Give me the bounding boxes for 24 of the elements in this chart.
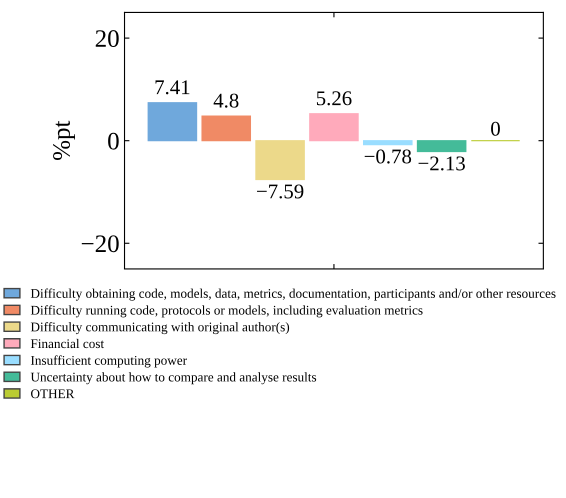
legend-label: Uncertainty about how to compare and analyse results bbox=[30, 372, 316, 384]
bar bbox=[416, 140, 466, 152]
data-label: 7.41 bbox=[156, 80, 190, 94]
bar bbox=[309, 113, 359, 142]
legend-label: Financial cost bbox=[30, 338, 104, 348]
bar bbox=[201, 116, 252, 142]
bar bbox=[148, 102, 198, 142]
bar bbox=[363, 140, 413, 146]
legend-label: Difficulty obtaining code, models, data, metrics, documentation, participants and/or other resources bbox=[30, 288, 556, 301]
y-axis-title: %pt bbox=[53, 120, 76, 160]
data-label: 4.8 bbox=[214, 94, 238, 108]
data-label: −2.13 bbox=[418, 156, 465, 171]
y-tick-label: 0 bbox=[108, 132, 119, 150]
legend-label: OTHER bbox=[31, 389, 74, 398]
y-tick-label: 20 bbox=[96, 30, 119, 48]
bar bbox=[255, 140, 305, 180]
y-tick-label: −20 bbox=[82, 235, 119, 252]
data-label: 0 bbox=[491, 122, 500, 136]
data-label: 5.26 bbox=[316, 91, 352, 106]
data-label: −0.78 bbox=[364, 149, 412, 164]
legend-label: Difficulty running code, protocols or models, including evaluation metrics bbox=[30, 305, 423, 318]
legend-label: Insufficient computing power bbox=[30, 355, 187, 368]
legend-label: Difficulty communicating with original author(s) bbox=[30, 322, 290, 334]
data-label: −7.59 bbox=[257, 184, 304, 199]
